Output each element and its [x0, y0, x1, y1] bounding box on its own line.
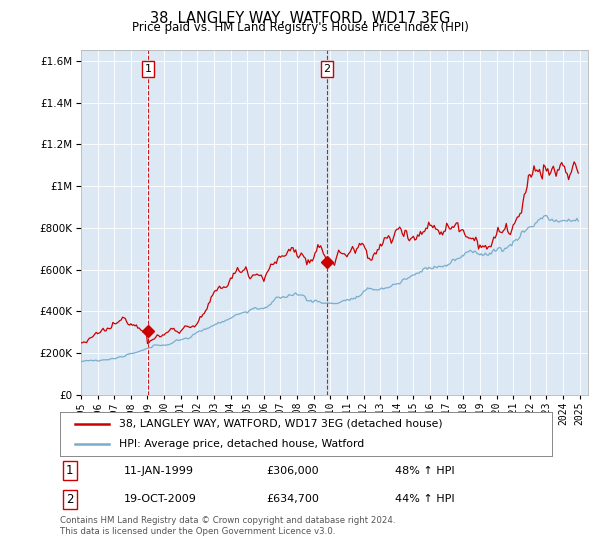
Text: 44% ↑ HPI: 44% ↑ HPI: [395, 494, 454, 504]
Text: 2: 2: [66, 493, 74, 506]
Text: 2: 2: [323, 64, 331, 74]
Text: 38, LANGLEY WAY, WATFORD, WD17 3EG: 38, LANGLEY WAY, WATFORD, WD17 3EG: [150, 11, 450, 26]
Text: Contains HM Land Registry data © Crown copyright and database right 2024.
This d: Contains HM Land Registry data © Crown c…: [60, 516, 395, 536]
Text: Price paid vs. HM Land Registry's House Price Index (HPI): Price paid vs. HM Land Registry's House …: [131, 21, 469, 34]
Text: 11-JAN-1999: 11-JAN-1999: [124, 466, 194, 476]
Text: £306,000: £306,000: [266, 466, 319, 476]
Text: £634,700: £634,700: [266, 494, 320, 504]
Text: 19-OCT-2009: 19-OCT-2009: [124, 494, 197, 504]
Text: HPI: Average price, detached house, Watford: HPI: Average price, detached house, Watf…: [119, 439, 364, 449]
Text: 48% ↑ HPI: 48% ↑ HPI: [395, 466, 454, 476]
Text: 1: 1: [145, 64, 152, 74]
Text: 1: 1: [66, 464, 74, 478]
Text: 38, LANGLEY WAY, WATFORD, WD17 3EG (detached house): 38, LANGLEY WAY, WATFORD, WD17 3EG (deta…: [119, 419, 443, 429]
